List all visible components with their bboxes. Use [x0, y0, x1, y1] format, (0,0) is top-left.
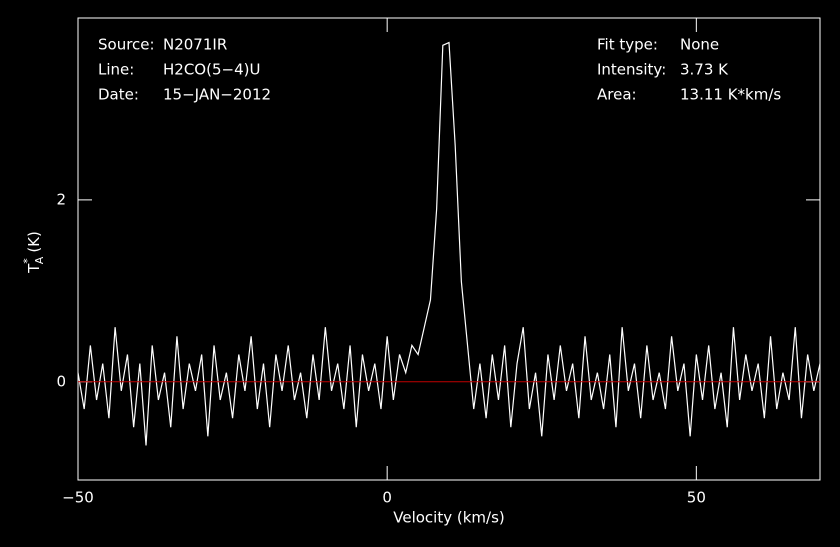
x-tick-label: 0	[382, 489, 392, 507]
y-label-sup: *	[21, 258, 34, 264]
info-value: 13.11 K*km/s	[680, 86, 781, 104]
y-label-symbol: T	[25, 263, 43, 274]
info-label: Intensity:	[597, 61, 666, 79]
info-label: Date:	[98, 86, 139, 104]
info-value: N2071IR	[163, 36, 227, 54]
x-tick-label: 50	[687, 489, 706, 507]
info-label: Area:	[597, 86, 637, 104]
x-tick-label: −50	[62, 489, 94, 507]
info-label: Fit type:	[597, 36, 658, 54]
x-axis-label: Velocity (km/s)	[393, 509, 504, 527]
info-value: H2CO(5−4)U	[163, 61, 260, 79]
y-axis-label: T*A (K)	[21, 231, 46, 274]
y-tick-label: 2	[56, 190, 66, 208]
info-value: 3.73 K	[680, 61, 729, 79]
info-label: Line:	[98, 61, 134, 79]
y-tick-label: 0	[56, 372, 66, 390]
info-value: 15−JAN−2012	[163, 86, 271, 104]
spectrum-line	[77, 41, 821, 446]
info-label: Source:	[98, 36, 155, 54]
plot-frame	[77, 17, 821, 481]
y-label-unit: (K)	[25, 231, 43, 253]
y-label-sub: A	[33, 256, 46, 264]
info-value: None	[680, 36, 719, 54]
